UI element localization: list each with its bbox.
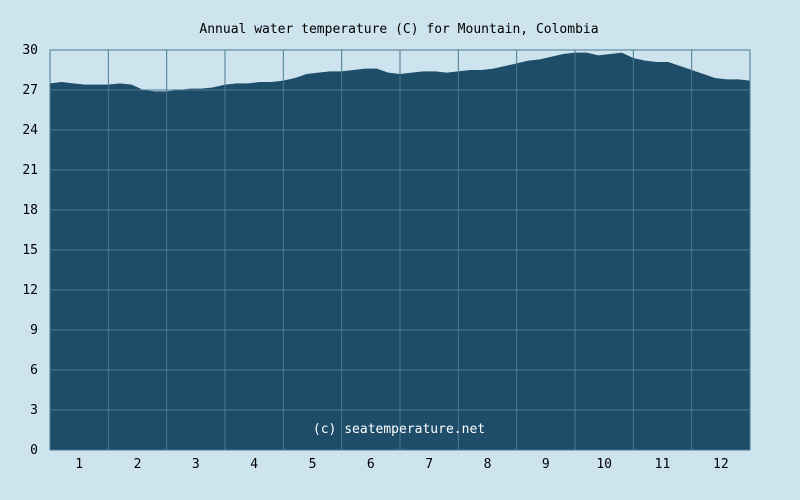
- x-tick-label: 8: [484, 457, 492, 472]
- x-tick-label: 7: [425, 457, 433, 472]
- y-tick-label: 27: [22, 83, 38, 98]
- x-tick-label: 1: [75, 457, 83, 472]
- y-axis-ticks: 0 3 6 9 12 15 18 21 24 27 30: [22, 43, 38, 458]
- y-tick-label: 21: [22, 163, 38, 178]
- watermark-credit: (c) seatemperature.net: [313, 422, 485, 437]
- x-axis-ticks: 1 2 3 4 5 6 7 8 9 10 11 12: [75, 457, 728, 472]
- x-tick-label: 9: [542, 457, 550, 472]
- x-tick-label: 11: [655, 457, 671, 472]
- plot-border: [49, 49, 751, 451]
- y-tick-label: 12: [22, 283, 38, 298]
- x-tick-label: 10: [596, 457, 612, 472]
- y-tick-label: 3: [30, 403, 38, 418]
- x-tick-label: 3: [192, 457, 200, 472]
- x-tick-label: 6: [367, 457, 375, 472]
- x-tick-label: 5: [309, 457, 317, 472]
- x-tick-label: 2: [134, 457, 142, 472]
- grid: [50, 50, 750, 450]
- x-tick-label: 12: [713, 457, 729, 472]
- y-tick-label: 18: [22, 203, 38, 218]
- x-tick-label: 4: [250, 457, 258, 472]
- chart-title: Annual water temperature (C) for Mountai…: [199, 22, 598, 37]
- y-tick-label: 15: [22, 243, 38, 258]
- y-tick-label: 24: [22, 123, 38, 138]
- y-tick-label: 9: [30, 323, 38, 338]
- y-tick-label: 0: [30, 443, 38, 458]
- y-tick-label: 6: [30, 363, 38, 378]
- y-tick-label: 30: [22, 43, 38, 58]
